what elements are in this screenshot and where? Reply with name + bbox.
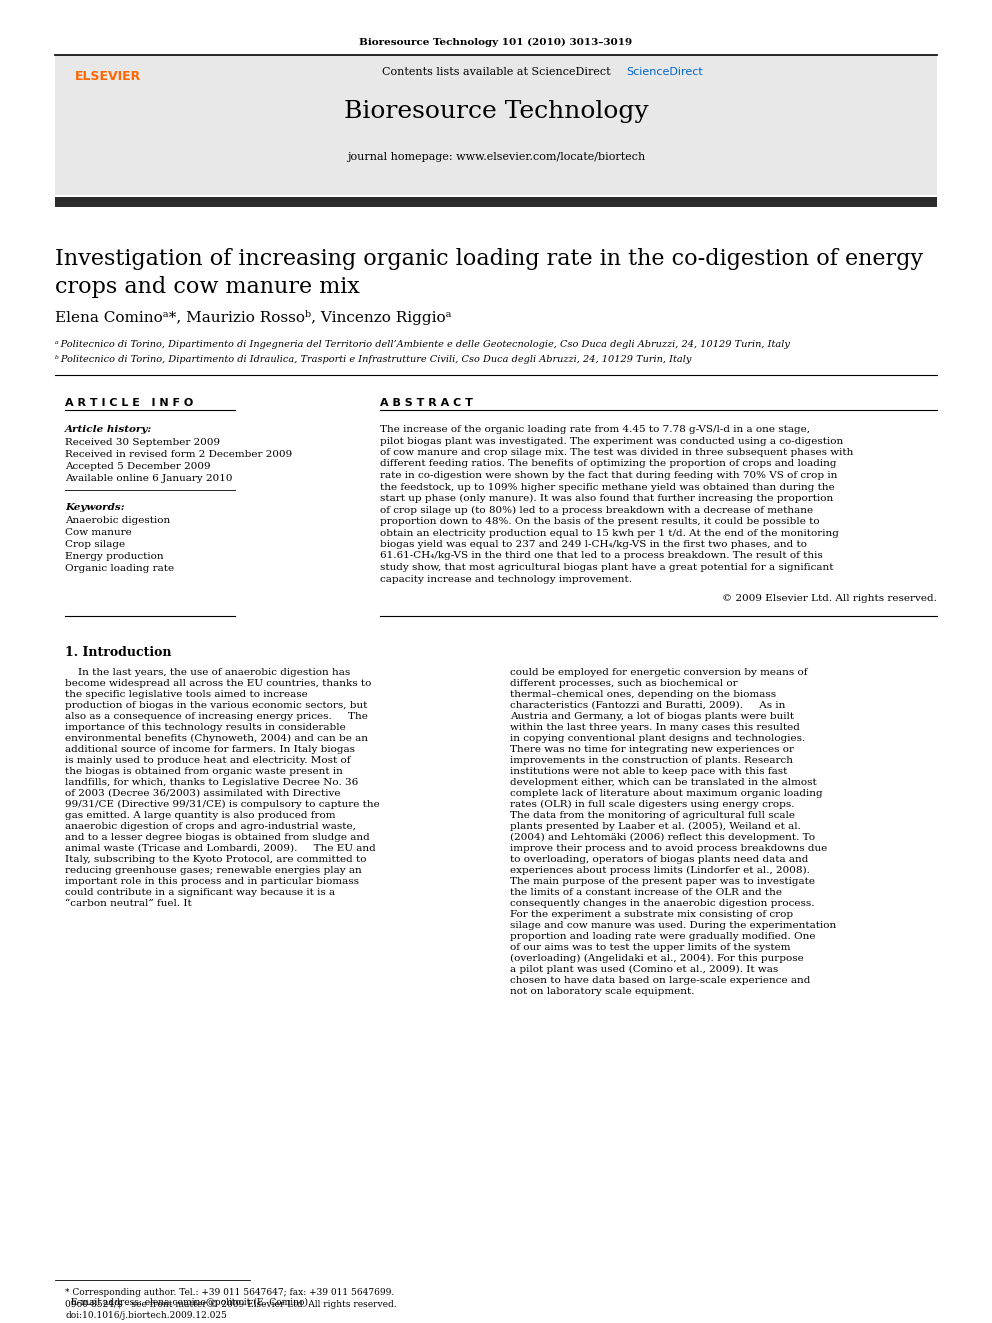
Text: a pilot plant was used (Comino et al., 2009). It was: a pilot plant was used (Comino et al., 2… [510, 964, 779, 974]
Text: to overloading, operators of biogas plants need data and: to overloading, operators of biogas plan… [510, 855, 808, 864]
Text: 1. Introduction: 1. Introduction [65, 646, 172, 659]
Text: become widespread all across the EU countries, thanks to: become widespread all across the EU coun… [65, 679, 371, 688]
Text: different processes, such as biochemical or: different processes, such as biochemical… [510, 679, 738, 688]
Text: anaerobic digestion of crops and agro-industrial waste,: anaerobic digestion of crops and agro-in… [65, 822, 356, 831]
Text: additional source of income for farmers. In Italy biogas: additional source of income for farmers.… [65, 745, 355, 754]
Text: Received 30 September 2009: Received 30 September 2009 [65, 438, 220, 447]
Text: also as a consequence of increasing energy prices.     The: also as a consequence of increasing ener… [65, 712, 368, 721]
Text: silage and cow manure was used. During the experimentation: silage and cow manure was used. During t… [510, 921, 836, 930]
Text: Italy, subscribing to the Kyoto Protocol, are committed to: Italy, subscribing to the Kyoto Protocol… [65, 855, 366, 864]
Text: plants presented by Laaber et al. (2005), Weiland et al.: plants presented by Laaber et al. (2005)… [510, 822, 801, 831]
Text: The increase of the organic loading rate from 4.45 to 7.78 g-VS/l-d in a one sta: The increase of the organic loading rate… [380, 425, 810, 434]
Text: © 2009 Elsevier Ltd. All rights reserved.: © 2009 Elsevier Ltd. All rights reserved… [722, 594, 937, 603]
Text: journal homepage: www.elsevier.com/locate/biortech: journal homepage: www.elsevier.com/locat… [347, 152, 645, 161]
Text: the biogas is obtained from organic waste present in: the biogas is obtained from organic wast… [65, 767, 343, 777]
Text: A R T I C L E   I N F O: A R T I C L E I N F O [65, 398, 193, 407]
Text: could contribute in a significant way because it is a: could contribute in a significant way be… [65, 888, 335, 897]
Text: improvements in the construction of plants. Research: improvements in the construction of plan… [510, 755, 793, 765]
Text: experiences about process limits (Lindorfer et al., 2008).: experiences about process limits (Lindor… [510, 867, 809, 875]
Text: Austria and Germany, a lot of biogas plants were built: Austria and Germany, a lot of biogas pla… [510, 712, 795, 721]
Text: E-mail address: elena.comino@polito.it (E. Comino).: E-mail address: elena.comino@polito.it (… [65, 1298, 310, 1307]
Text: animal waste (Tricase and Lombardi, 2009).     The EU and: animal waste (Tricase and Lombardi, 2009… [65, 844, 376, 853]
Text: is mainly used to produce heat and electricity. Most of: is mainly used to produce heat and elect… [65, 755, 350, 765]
Text: ELSEVIER: ELSEVIER [75, 70, 141, 83]
Text: doi:10.1016/j.biortech.2009.12.025: doi:10.1016/j.biortech.2009.12.025 [65, 1311, 227, 1320]
Text: complete lack of literature about maximum organic loading: complete lack of literature about maximu… [510, 789, 822, 798]
Text: Cow manure: Cow manure [65, 528, 132, 537]
Text: ScienceDirect: ScienceDirect [626, 67, 702, 77]
Text: of crop silage up (to 80%) led to a process breakdown with a decrease of methane: of crop silage up (to 80%) led to a proc… [380, 505, 813, 515]
Text: thermal–chemical ones, depending on the biomass: thermal–chemical ones, depending on the … [510, 691, 776, 699]
Text: Keywords:: Keywords: [65, 503, 125, 512]
Text: pilot biogas plant was investigated. The experiment was conducted using a co-dig: pilot biogas plant was investigated. The… [380, 437, 843, 446]
Bar [55, 56, 937, 194]
Text: 99/31/CE (Directive 99/31/CE) is compulsory to capture the: 99/31/CE (Directive 99/31/CE) is compuls… [65, 800, 380, 810]
Text: Crop silage: Crop silage [65, 540, 125, 549]
Text: Elena Cominoᵃ*, Maurizio Rossoᵇ, Vincenzo Riggioᵃ: Elena Cominoᵃ*, Maurizio Rossoᵇ, Vincenz… [55, 310, 451, 325]
Text: the specific legislative tools aimed to increase: the specific legislative tools aimed to … [65, 691, 308, 699]
Bar [55, 197, 937, 206]
Text: capacity increase and technology improvement.: capacity increase and technology improve… [380, 574, 632, 583]
Text: different feeding ratios. The benefits of optimizing the proportion of crops and: different feeding ratios. The benefits o… [380, 459, 836, 468]
Text: Organic loading rate: Organic loading rate [65, 564, 175, 573]
Text: Anaerobic digestion: Anaerobic digestion [65, 516, 171, 525]
Text: The data from the monitoring of agricultural full scale: The data from the monitoring of agricult… [510, 811, 795, 820]
Text: consequently changes in the anaerobic digestion process.: consequently changes in the anaerobic di… [510, 900, 814, 908]
Text: not on laboratory scale equipment.: not on laboratory scale equipment. [510, 987, 694, 996]
Text: environmental benefits (Chynoweth, 2004) and can be an: environmental benefits (Chynoweth, 2004)… [65, 734, 368, 744]
Text: reducing greenhouse gases; renewable energies play an: reducing greenhouse gases; renewable ene… [65, 867, 362, 875]
Text: (2004) and Lehtomäki (2006) reflect this development. To: (2004) and Lehtomäki (2006) reflect this… [510, 833, 815, 843]
Text: start up phase (only manure). It was also found that further increasing the prop: start up phase (only manure). It was als… [380, 493, 833, 503]
Text: rates (OLR) in full scale digesters using energy crops.: rates (OLR) in full scale digesters usin… [510, 800, 795, 810]
Text: gas emitted. A large quantity is also produced from: gas emitted. A large quantity is also pr… [65, 811, 335, 820]
Text: in copying conventional plant designs and technologies.: in copying conventional plant designs an… [510, 734, 806, 744]
Text: Accepted 5 December 2009: Accepted 5 December 2009 [65, 462, 210, 471]
Text: * Corresponding author. Tel.: +39 011 5647647; fax: +39 011 5647699.: * Corresponding author. Tel.: +39 011 56… [65, 1289, 394, 1297]
Text: The main purpose of the present paper was to investigate: The main purpose of the present paper wa… [510, 877, 815, 886]
Text: ᵃ Politecnico di Torino, Dipartimento di Ingegneria del Territorio dell’Ambiente: ᵃ Politecnico di Torino, Dipartimento di… [55, 340, 790, 349]
Text: Received in revised form 2 December 2009: Received in revised form 2 December 2009 [65, 450, 293, 459]
Text: production of biogas in the various economic sectors, but: production of biogas in the various econ… [65, 701, 367, 710]
Text: “carbon neutral” fuel. It: “carbon neutral” fuel. It [65, 900, 191, 908]
Text: proportion and loading rate were gradually modified. One: proportion and loading rate were gradual… [510, 931, 815, 941]
Text: biogas yield was equal to 237 and 249 l-CH₄/kg-VS in the first two phases, and t: biogas yield was equal to 237 and 249 l-… [380, 540, 807, 549]
Bar [55, 56, 210, 194]
Text: the limits of a constant increase of the OLR and the: the limits of a constant increase of the… [510, 888, 782, 897]
Text: development either, which can be translated in the almost: development either, which can be transla… [510, 778, 816, 787]
Text: Article history:: Article history: [65, 425, 152, 434]
Text: proportion down to 48%. On the basis of the present results, it could be possibl: proportion down to 48%. On the basis of … [380, 517, 819, 527]
Text: the feedstock, up to 109% higher specific methane yield was obtained than during: the feedstock, up to 109% higher specifi… [380, 483, 834, 492]
Text: chosen to have data based on large-scale experience and: chosen to have data based on large-scale… [510, 976, 810, 986]
Text: Available online 6 January 2010: Available online 6 January 2010 [65, 474, 232, 483]
Text: could be employed for energetic conversion by means of: could be employed for energetic conversi… [510, 668, 807, 677]
Text: Bioresource Technology: Bioresource Technology [343, 101, 649, 123]
Text: Investigation of increasing organic loading rate in the co-digestion of energy
c: Investigation of increasing organic load… [55, 247, 924, 298]
Text: improve their process and to avoid process breakdowns due: improve their process and to avoid proce… [510, 844, 827, 853]
Text: and to a lesser degree biogas is obtained from sludge and: and to a lesser degree biogas is obtaine… [65, 833, 370, 841]
Text: important role in this process and in particular biomass: important role in this process and in pa… [65, 877, 359, 886]
Text: characteristics (Fantozzi and Buratti, 2009).     As in: characteristics (Fantozzi and Buratti, 2… [510, 701, 786, 710]
Text: institutions were not able to keep pace with this fast: institutions were not able to keep pace … [510, 767, 788, 777]
Text: 61.61-CH₄/kg-VS in the third one that led to a process breakdown. The result of : 61.61-CH₄/kg-VS in the third one that le… [380, 552, 822, 561]
Text: ᵇ Politecnico di Torino, Dipartimento di Idraulica, Trasporti e Infrastrutture C: ᵇ Politecnico di Torino, Dipartimento di… [55, 355, 691, 364]
Text: (overloading) (Angelidaki et al., 2004). For this purpose: (overloading) (Angelidaki et al., 2004).… [510, 954, 804, 963]
Text: There was no time for integrating new experiences or: There was no time for integrating new ex… [510, 745, 794, 754]
Text: A B S T R A C T: A B S T R A C T [380, 398, 473, 407]
Text: importance of this technology results in considerable: importance of this technology results in… [65, 722, 346, 732]
Text: rate in co-digestion were shown by the fact that during feeding with 70% VS of c: rate in co-digestion were shown by the f… [380, 471, 837, 480]
Text: Bioresource Technology 101 (2010) 3013–3019: Bioresource Technology 101 (2010) 3013–3… [359, 38, 633, 48]
Text: within the last three years. In many cases this resulted: within the last three years. In many cas… [510, 722, 800, 732]
Text: study show, that most agricultural biogas plant have a great potential for a sig: study show, that most agricultural bioga… [380, 564, 833, 572]
Text: 0960-8524/$ - see front matter © 2009 Elsevier Ltd. All rights reserved.: 0960-8524/$ - see front matter © 2009 El… [65, 1301, 397, 1308]
Text: of 2003 (Decree 36/2003) assimilated with Directive: of 2003 (Decree 36/2003) assimilated wit… [65, 789, 340, 798]
Text: For the experiment a substrate mix consisting of crop: For the experiment a substrate mix consi… [510, 910, 794, 919]
Text: of our aims was to test the upper limits of the system: of our aims was to test the upper limits… [510, 943, 791, 953]
Text: landfills, for which, thanks to Legislative Decree No. 36: landfills, for which, thanks to Legislat… [65, 778, 358, 787]
Text: In the last years, the use of anaerobic digestion has: In the last years, the use of anaerobic … [65, 668, 350, 677]
Text: of cow manure and crop silage mix. The test was divided in three subsequent phas: of cow manure and crop silage mix. The t… [380, 448, 853, 456]
Text: obtain an electricity production equal to 15 kwh per 1 t/d. At the end of the mo: obtain an electricity production equal t… [380, 528, 839, 537]
Text: Energy production: Energy production [65, 552, 164, 561]
Text: Contents lists available at ScienceDirect: Contents lists available at ScienceDirec… [382, 67, 610, 77]
